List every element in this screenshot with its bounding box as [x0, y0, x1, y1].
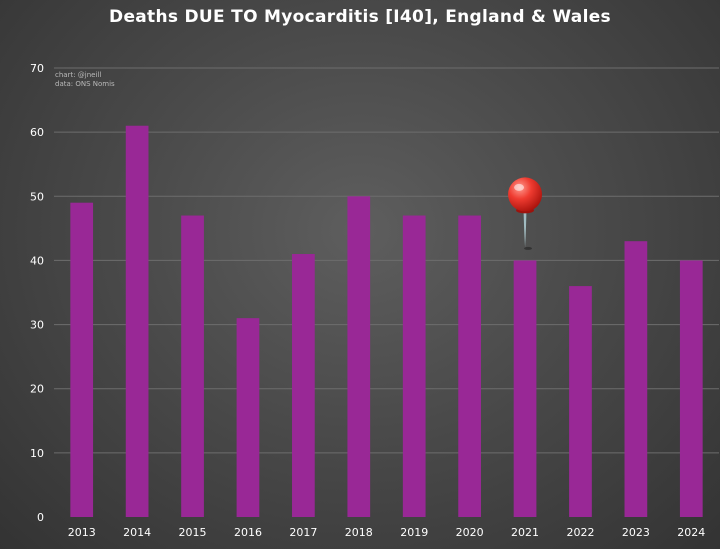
y-tick-label: 20 [30, 383, 44, 396]
bar-2022 [569, 286, 592, 517]
credit-line: data: ONS Nomis [55, 80, 115, 88]
bar-2015 [181, 215, 204, 517]
x-tick-label: 2021 [511, 526, 539, 539]
bar-2016 [236, 318, 260, 517]
bar-2021 [513, 260, 537, 517]
x-tick-label: 2015 [179, 526, 207, 539]
pin-needle [523, 204, 528, 248]
bar-2023 [624, 241, 648, 517]
y-tick-label: 30 [30, 319, 44, 332]
pin-head [508, 177, 543, 212]
pushpin-annotation [508, 177, 543, 250]
y-tick-label: 60 [30, 126, 44, 139]
y-tick-label: 0 [37, 511, 44, 524]
bar-2014 [125, 125, 149, 517]
bar-2024 [679, 260, 703, 517]
x-tick-label: 2022 [566, 526, 594, 539]
y-tick-label: 40 [30, 254, 44, 267]
y-tick-label: 50 [30, 190, 44, 203]
x-tick-label: 2017 [289, 526, 317, 539]
x-tick-label: 2013 [68, 526, 96, 539]
x-tick-label: 2023 [622, 526, 650, 539]
bar-2018 [347, 196, 371, 518]
pin-shadow [524, 246, 533, 250]
bar-2019 [402, 215, 426, 517]
bar-2013 [70, 202, 94, 517]
pin-highlight [514, 183, 525, 191]
x-tick-label: 2019 [400, 526, 428, 539]
chart-title: Deaths DUE TO Myocarditis [I40], England… [109, 7, 611, 27]
x-tick-label: 2018 [345, 526, 373, 539]
x-axis-ticks: 2013 2014 2015 2016 2017 2018 2019 2020 2021 2022… [68, 526, 706, 539]
x-tick-label: 2020 [456, 526, 484, 539]
x-tick-label: 2024 [677, 526, 705, 539]
bar-2020 [458, 215, 481, 517]
x-tick-label: 2014 [123, 526, 151, 539]
x-tick-label: 2016 [234, 526, 262, 539]
y-tick-label: 70 [30, 62, 44, 75]
y-axis-ticks: 0 10 20 30 40 50 60 70 [30, 62, 44, 524]
gridlines [54, 67, 719, 454]
bar-2017 [292, 254, 315, 517]
bars [70, 125, 703, 518]
y-tick-label: 10 [30, 447, 44, 460]
credit-line: chart: @jneill [55, 71, 101, 79]
